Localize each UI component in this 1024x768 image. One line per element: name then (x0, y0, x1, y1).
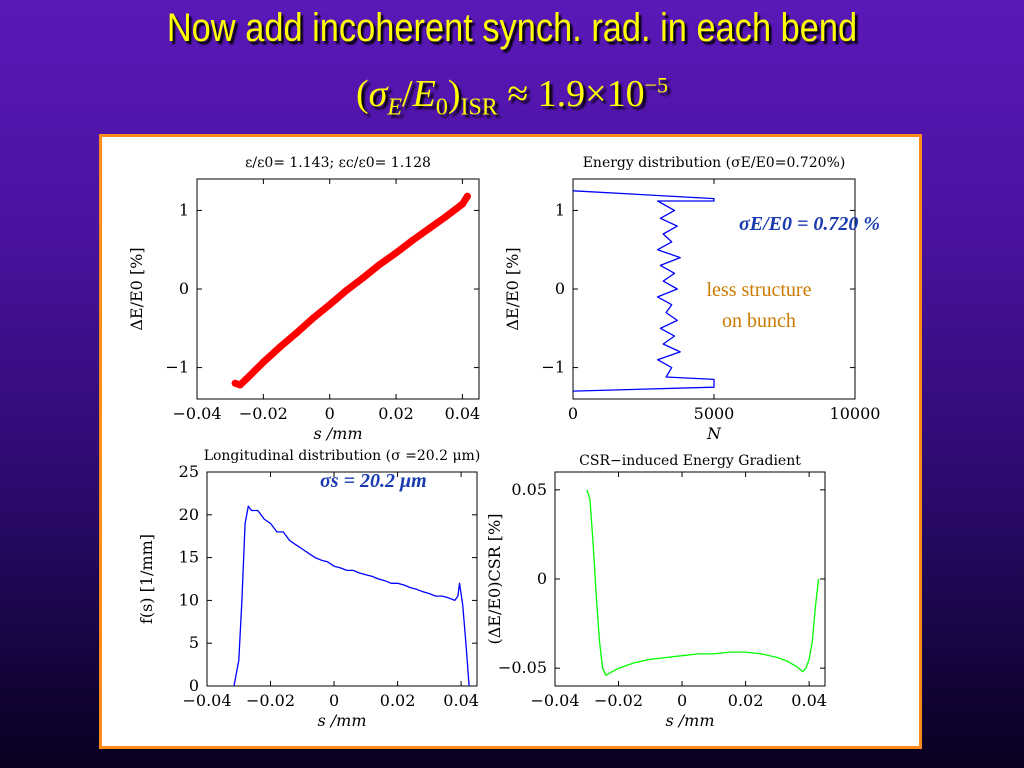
x-tick-label: 0.04 (443, 691, 479, 710)
y-tick-label: 0.05 (511, 480, 547, 499)
data-point (342, 287, 350, 295)
chart-csr_gradient: CSR−induced Energy Gradient −0.04 −0.02 0 0.… (485, 453, 827, 730)
data-point (259, 358, 267, 366)
data-point (243, 375, 251, 383)
less-structure-annotation-line2: on bunch (722, 310, 796, 332)
x-axis-label: s /mm (313, 424, 362, 443)
figure-svg: ε/ε0= 1.143; εc/ε0= 1.128 −0.04 −0.02 0 0.02… (127, 155, 880, 730)
x-tick-label: 10000 (830, 404, 881, 423)
y-axis-label: f(s) [1/mm] (137, 534, 156, 624)
sigma-e-annotation: σE/E0 = 0.720 % (739, 213, 880, 235)
formula-exponent: −5 (644, 72, 669, 98)
x-tick-label: 0.02 (380, 691, 416, 710)
y-tick-label: 0 (189, 676, 199, 695)
y-tick-label: −1 (541, 358, 565, 377)
y-tick-label: 1 (555, 200, 565, 219)
x-axis-label: s /mm (317, 711, 366, 730)
formula-sub-zero: 0 (435, 94, 448, 121)
series-band (231, 192, 471, 389)
y-tick-label: 0 (537, 569, 547, 588)
series-line (586, 489, 820, 676)
slide-subtitle-formula: (σE/E0)ISR ≈ 1.9×10−5 (0, 72, 1024, 122)
formula-sub-isr: ISR (460, 94, 498, 121)
series-line (573, 190, 715, 392)
y-tick-label: 25 (179, 462, 199, 481)
data-point (359, 274, 367, 282)
y-tick-label: 1 (179, 200, 189, 219)
y-tick-label: 5 (189, 633, 199, 652)
chart-phase_space: ε/ε0= 1.143; εc/ε0= 1.128 −0.04 −0.02 0 0.02… (127, 155, 480, 443)
x-axis-label: s /mm (665, 711, 714, 730)
formula-slash: / (402, 73, 413, 115)
x-tick-label: −0.02 (239, 404, 288, 423)
y-tick-label: 20 (179, 505, 199, 524)
y-tick-label: 15 (179, 548, 199, 567)
chart-energy_distribution: Energy distribution (σE/E0=0.720%) 0 5000 1… (503, 155, 880, 443)
series-line (233, 505, 470, 686)
formula-close-paren: ) (447, 73, 461, 115)
plot-frame (206, 471, 478, 687)
data-point (463, 192, 471, 200)
data-point (425, 225, 433, 232)
y-axis-label: ΔE/E0 [%] (503, 247, 522, 330)
x-tick-label: 0.02 (378, 404, 414, 423)
x-tick-label: −0.02 (594, 691, 643, 710)
x-tick-label: 0 (329, 691, 339, 710)
data-point (442, 213, 450, 221)
y-axis-label: ΔE/E0 [%] (127, 247, 146, 330)
x-tick-label: 0 (325, 404, 335, 423)
data-point (326, 301, 334, 309)
plot-title: Energy distribution (σE/E0=0.720%) (583, 155, 846, 171)
x-tick-label: 0 (677, 691, 687, 710)
plot-title: CSR−induced Energy Gradient (579, 453, 801, 469)
data-point (309, 314, 317, 322)
y-axis-label: (ΔE/E0)CSR [%] (485, 514, 504, 645)
x-tick-label: −0.04 (182, 691, 231, 710)
data-point (276, 343, 284, 351)
formula-sigma: σ (368, 73, 388, 115)
plot-title: Longitudinal distribution (σ =20.2 μm) (204, 448, 481, 464)
data-point (293, 329, 301, 337)
data-point (409, 236, 417, 244)
x-tick-label: −0.04 (172, 404, 221, 423)
data-point (458, 200, 466, 208)
y-tick-label: −0.05 (498, 658, 547, 677)
x-tick-label: −0.02 (246, 691, 295, 710)
figure-panel: ε/ε0= 1.143; εc/ε0= 1.128 −0.04 −0.02 0 0.02… (99, 134, 922, 749)
formula-approx: ≈ 1.9×10 (497, 73, 645, 115)
x-tick-label: 5000 (694, 404, 735, 423)
formula-e: E (412, 73, 436, 115)
formula-sub-e: E (387, 94, 403, 121)
formula-open-paren: ( (355, 73, 369, 115)
x-tick-label: 0 (568, 404, 578, 423)
x-tick-label: 0.04 (791, 691, 827, 710)
y-tick-label: 0 (179, 279, 189, 298)
x-axis-label: N (706, 424, 722, 443)
plot-title: ε/ε0= 1.143; εc/ε0= 1.128 (245, 155, 431, 171)
data-point (375, 261, 383, 269)
y-tick-label: 0 (555, 279, 565, 298)
chart-longitudinal_distribution: Longitudinal distribution (σ =20.2 μm) −0… (137, 448, 480, 730)
y-tick-label: −1 (165, 358, 189, 377)
x-tick-label: 0.04 (445, 404, 481, 423)
plot-frame (196, 178, 480, 400)
x-tick-label: 0.02 (728, 691, 764, 710)
less-structure-annotation-line1: less structure (707, 279, 812, 301)
sigma-s-annotation: σs = 20.2 μm (320, 470, 427, 492)
x-tick-label: −0.04 (530, 691, 579, 710)
y-tick-label: 10 (179, 590, 199, 609)
slide-title: Now add incoherent synch. rad. in each b… (166, 6, 858, 50)
data-point (236, 381, 244, 389)
data-point (392, 249, 400, 257)
